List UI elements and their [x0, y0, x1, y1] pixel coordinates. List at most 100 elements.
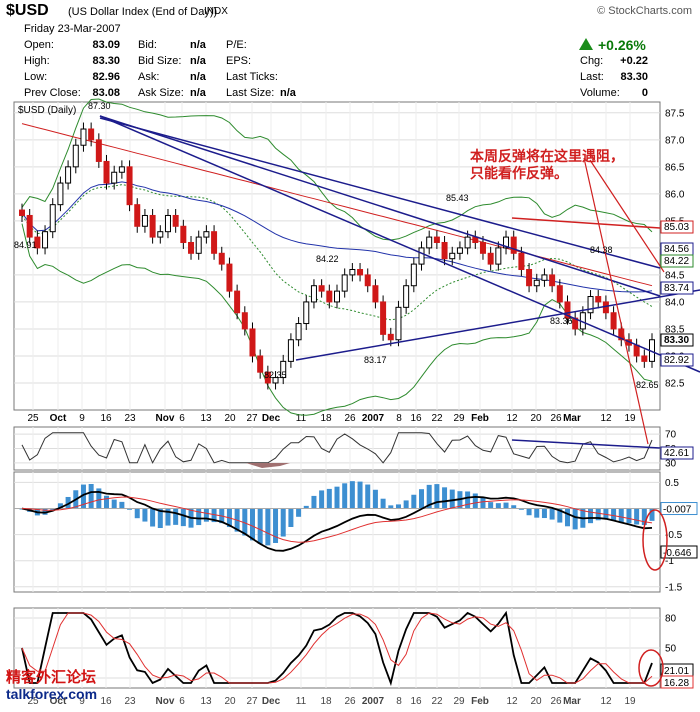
x-tick-label: 25 — [27, 413, 39, 424]
candle — [26, 214, 33, 238]
candle — [479, 241, 486, 254]
ma200-line — [21, 123, 653, 287]
annotation-arrow — [589, 159, 665, 273]
macd-histogram-bar — [119, 501, 125, 509]
candle — [287, 339, 294, 362]
price-label: 83.36 — [550, 316, 573, 326]
candle — [241, 312, 248, 330]
macd-histogram-bar — [388, 505, 394, 509]
price-label: 84.38 — [590, 245, 613, 255]
symbol-name: (US Dollar Index (End of Day)) — [68, 6, 218, 18]
candle — [526, 269, 533, 287]
rsi-label-box — [660, 446, 694, 460]
y-tick-label: 50 — [665, 644, 677, 655]
macd-histogram-bar — [411, 494, 417, 509]
candle — [88, 128, 95, 141]
macd-histogram-bar — [142, 508, 148, 522]
macd-histogram-bar — [557, 508, 563, 523]
x-tick-label: 6 — [179, 696, 185, 707]
candle — [595, 296, 602, 303]
bid-label: Bid: — [138, 39, 157, 51]
macd-histogram-bar — [288, 508, 294, 527]
x-tick-label: 26 — [550, 696, 562, 707]
right-label-box — [660, 220, 694, 234]
y-tick-label: 84.0 — [665, 297, 685, 308]
candle — [326, 290, 333, 303]
macd-histogram-bar — [495, 503, 501, 509]
trendline — [99, 117, 661, 269]
candle — [157, 231, 164, 238]
right-price-label: 84.22 — [664, 256, 689, 267]
ask-size-value: n/a — [190, 87, 206, 99]
macd-histogram-bar — [465, 491, 471, 509]
price-label: 82.65 — [636, 380, 659, 390]
macd-line — [21, 490, 653, 552]
high-label: High: — [24, 55, 50, 67]
price-label: 83.17 — [364, 355, 387, 365]
candle — [211, 231, 218, 254]
candle — [556, 285, 563, 303]
quote-header: $USD (US Dollar Index (End of Day)) INDX… — [0, 0, 700, 102]
up-arrow-icon — [579, 38, 593, 50]
trendline — [511, 217, 661, 229]
x-tick-label: 16 — [100, 413, 112, 424]
candle — [103, 160, 110, 184]
candle — [641, 355, 648, 362]
candle — [141, 214, 148, 227]
candle — [34, 236, 41, 249]
candle — [533, 279, 540, 287]
brand-label: © StockCharts.com — [597, 5, 692, 17]
x-tick-label: 22 — [431, 696, 443, 707]
candle — [149, 214, 156, 238]
x-tick-label: 9 — [79, 696, 85, 707]
y-tick-label: 87.0 — [665, 135, 685, 146]
x-tick-label: 2007 — [362, 413, 385, 424]
stoch-label-box — [660, 675, 694, 689]
eps-label: EPS: — [226, 55, 252, 67]
candle — [433, 236, 440, 243]
macd-histogram-bar — [104, 495, 110, 509]
candle — [95, 139, 102, 162]
x-tick-label: 23 — [124, 413, 136, 424]
x-tick-label: 25 — [27, 696, 39, 707]
x-tick-label: 20 — [530, 696, 542, 707]
candle — [249, 328, 256, 357]
macd-histogram-bar — [196, 508, 202, 526]
candle — [349, 269, 356, 276]
macd-histogram-bar — [395, 504, 401, 509]
candle — [441, 241, 448, 260]
macd-histogram-bar — [518, 508, 524, 510]
x-tick-label: 26 — [344, 413, 356, 424]
macd-histogram-bar — [618, 508, 624, 523]
x-tick-label: 20 — [224, 696, 236, 707]
right-label-box — [660, 281, 694, 295]
highlight-ellipse — [638, 649, 664, 687]
candle — [134, 204, 141, 227]
x-tick-label: 13 — [200, 696, 212, 707]
x-tick-label: 18 — [320, 413, 332, 424]
y-tick-label: 0.5 — [665, 478, 679, 489]
macd-histogram-bar — [273, 508, 279, 543]
candle — [456, 247, 463, 254]
macd-histogram-bar — [588, 508, 594, 524]
price-label: 84.91 — [14, 240, 37, 250]
macd-histogram-bar — [88, 484, 94, 509]
last-value: 83.30 — [620, 71, 648, 83]
x-tick-label: 19 — [624, 696, 636, 707]
candle — [372, 285, 379, 303]
stochastic-k-line — [21, 610, 653, 687]
volume-label: Volume: — [580, 87, 620, 99]
candle — [464, 236, 471, 249]
high-value: 83.30 — [92, 55, 120, 67]
x-tick-label: 23 — [124, 696, 136, 707]
price-label: 87.30 — [88, 101, 111, 111]
candle — [272, 377, 279, 384]
open-label: Open: — [24, 39, 54, 51]
candle — [380, 301, 387, 335]
watermark-en: talkforex.com — [6, 686, 98, 702]
macd-histogram-bar — [80, 484, 86, 509]
volume-value: 0 — [641, 87, 648, 99]
rsi-value-label: 42.61 — [664, 448, 689, 459]
macd-histogram-bar — [280, 508, 286, 537]
